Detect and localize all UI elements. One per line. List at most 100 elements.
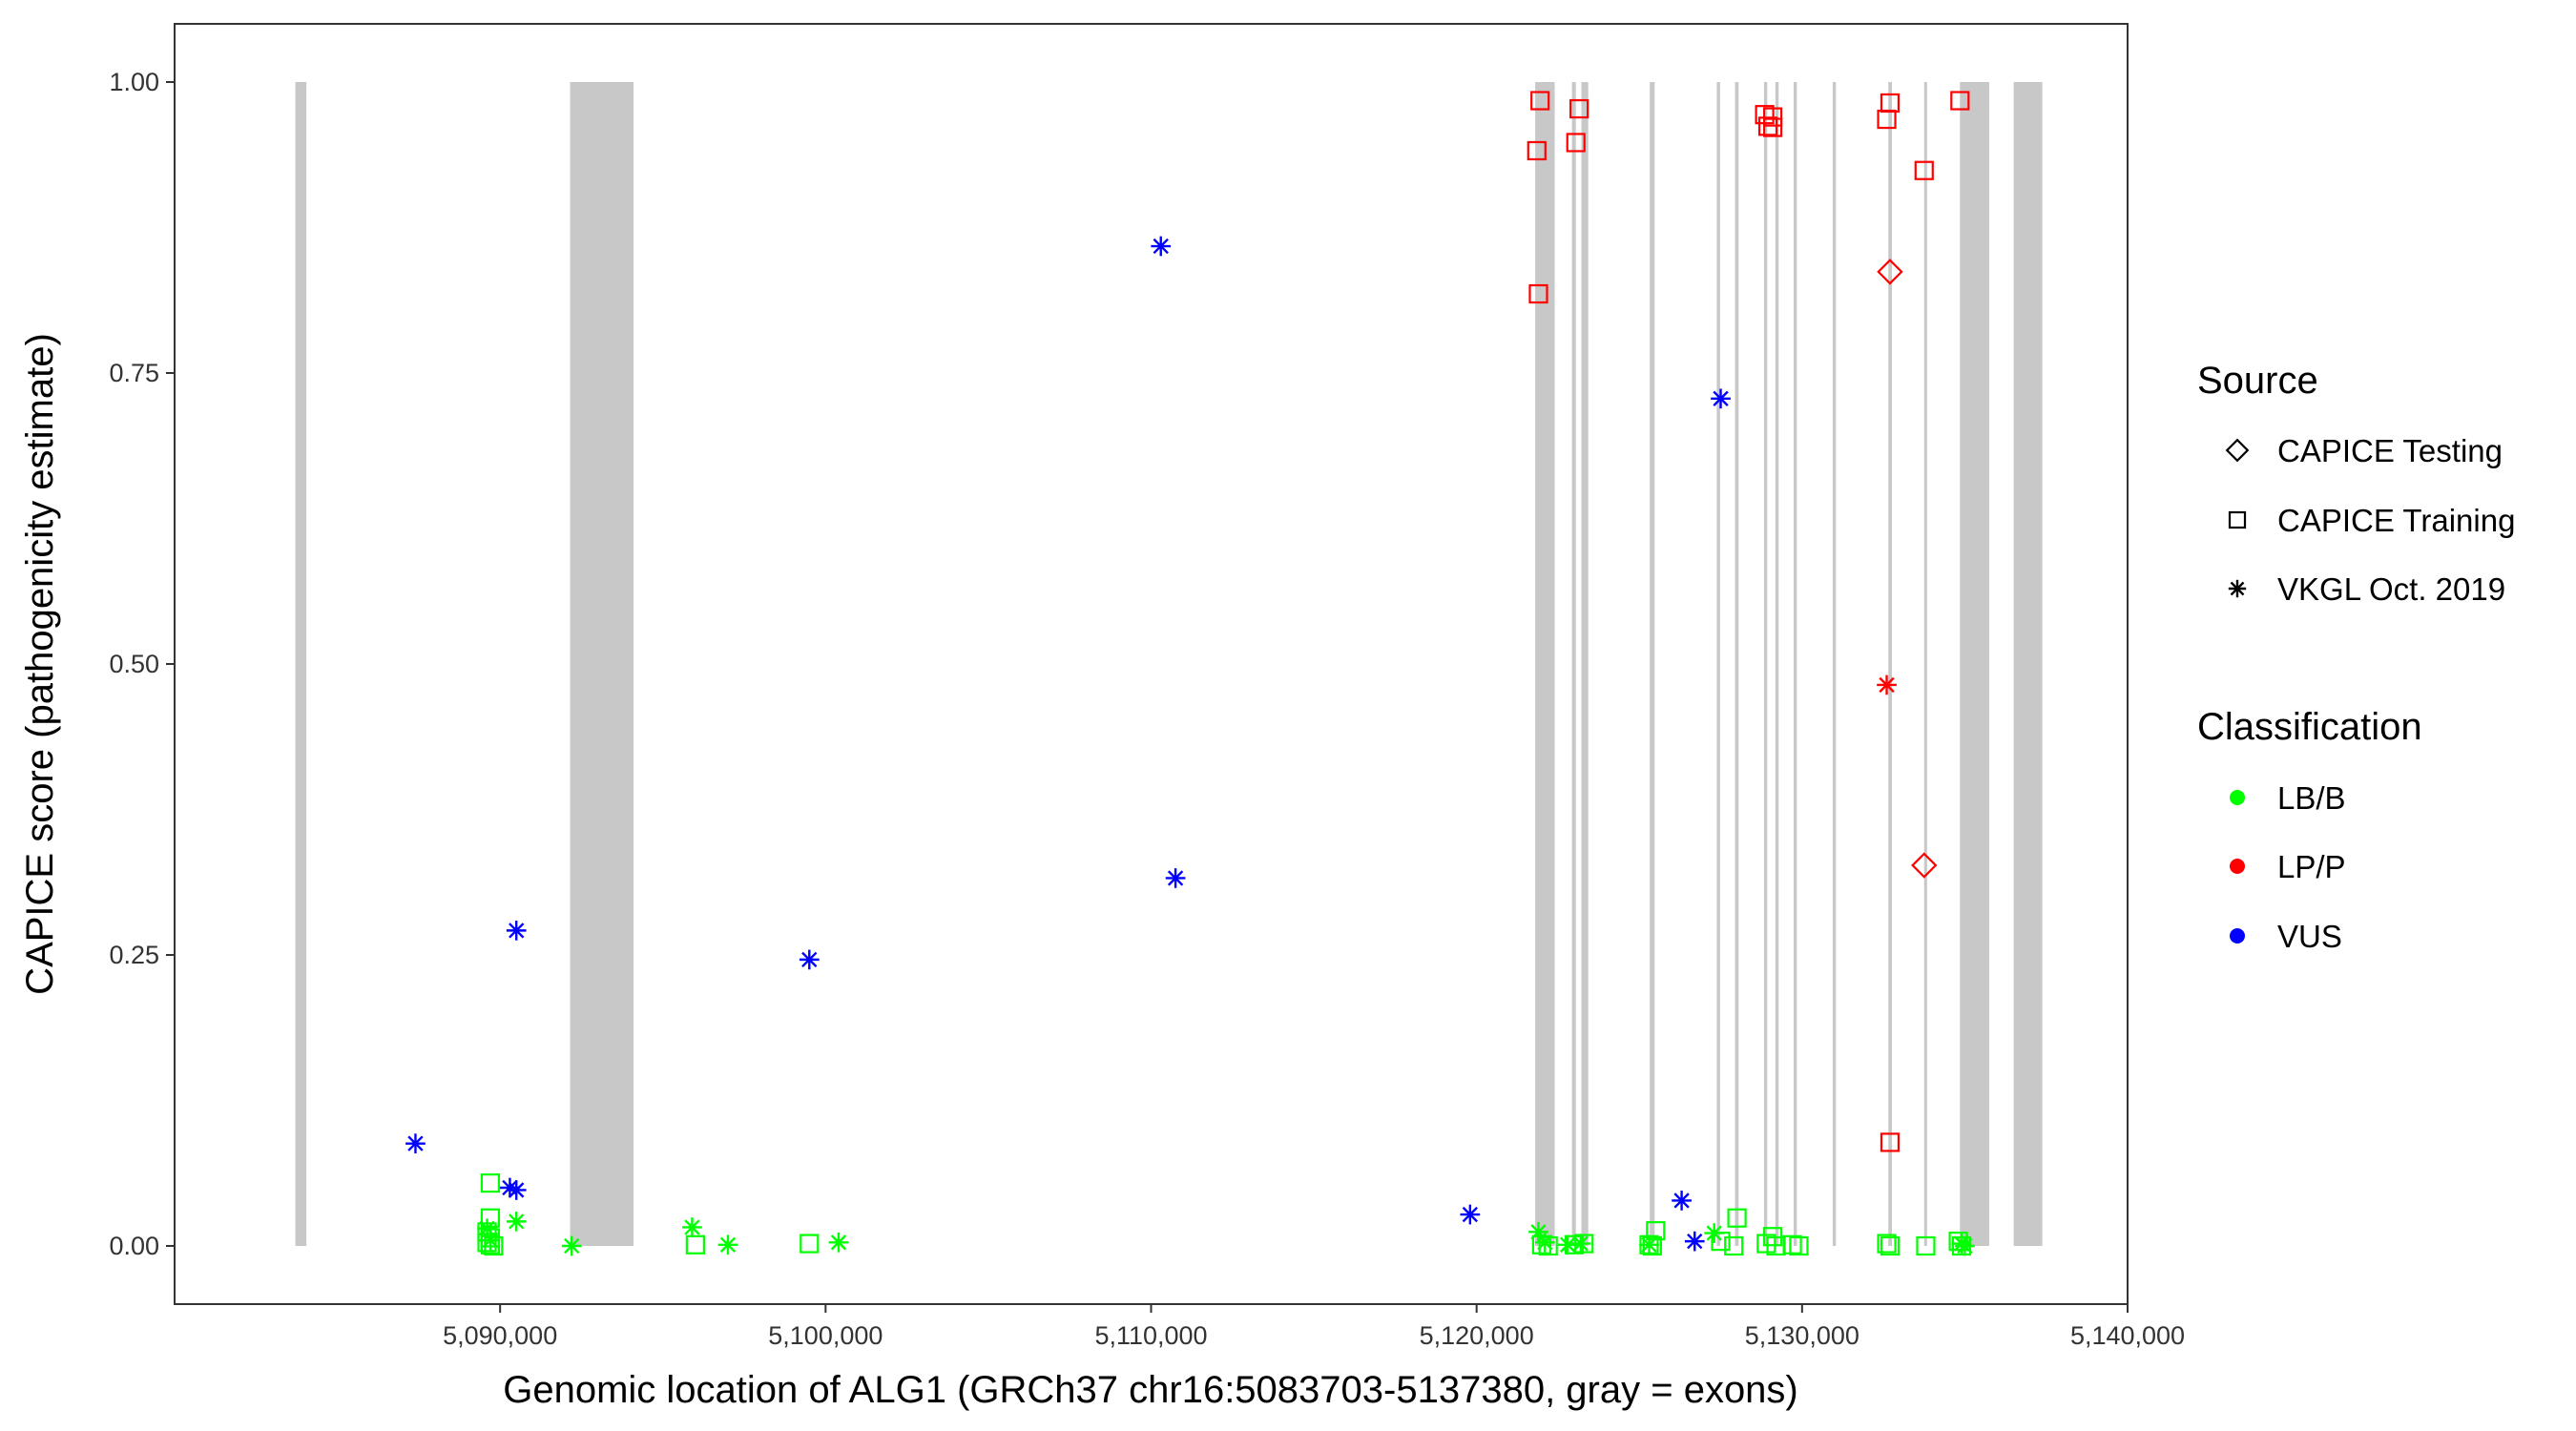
asterisk-marker-stroke xyxy=(479,1220,495,1236)
asterisk-marker-stroke xyxy=(1153,238,1169,255)
asterisk-marker-stroke xyxy=(801,951,818,968)
exon-band xyxy=(1716,82,1720,1246)
exon-band xyxy=(570,82,634,1246)
square-marker-shape xyxy=(1538,1235,1558,1256)
legend-key-dot xyxy=(2230,790,2245,805)
exon-band xyxy=(1763,82,1768,1246)
square-marker-shape xyxy=(1950,91,1970,111)
data-point xyxy=(1711,388,1731,409)
exon-band xyxy=(1923,82,1927,1246)
exon-band xyxy=(295,82,307,1246)
data-point xyxy=(1527,140,1547,161)
square-marker-shape xyxy=(1527,140,1547,161)
dot-marker-shape xyxy=(2230,790,2245,805)
y-axis: 0.00 0.25 0.50 0.75 1.00 xyxy=(109,68,175,1260)
exon-band xyxy=(1775,82,1779,1246)
data-point xyxy=(1639,1234,1659,1255)
data-point xyxy=(1538,1235,1558,1256)
square-marker-shape xyxy=(1782,1234,1802,1255)
dot-marker-shape xyxy=(2230,928,2245,944)
diamond-marker-shape xyxy=(1877,259,1903,285)
diamond-marker-shape xyxy=(1911,852,1938,879)
exon-bands xyxy=(295,82,2043,1246)
square-marker-shape xyxy=(2228,510,2247,529)
data-point xyxy=(1916,1235,1936,1256)
data-point xyxy=(1672,1191,1692,1211)
legend-classification-label: LB/B xyxy=(2277,780,2346,816)
data-point xyxy=(1756,1234,1776,1254)
legend-classification-label: VUS xyxy=(2277,919,2342,954)
data-point xyxy=(1642,1235,1662,1256)
exon-band xyxy=(1581,82,1589,1246)
data-point xyxy=(1530,91,1550,111)
diamond-marker-shape xyxy=(2225,438,2250,463)
square-marker-shape xyxy=(800,1234,820,1254)
legend-key-dot xyxy=(2230,928,2245,944)
dot-marker-shape xyxy=(2230,859,2245,874)
data-point xyxy=(1727,1208,1747,1228)
legend-key-square xyxy=(2228,510,2247,529)
data-point xyxy=(1911,852,1938,879)
data-point xyxy=(1528,283,1548,304)
data-point xyxy=(1950,91,1970,111)
x-tick-label: 5,100,000 xyxy=(768,1321,883,1350)
legend-source-title: Source xyxy=(2197,360,2318,402)
legend-source-item: VKGL Oct. 2019 xyxy=(2228,571,2505,607)
data-point xyxy=(480,1230,501,1251)
asterisk-marker-stroke xyxy=(1713,390,1729,407)
asterisk-marker-stroke xyxy=(1462,1206,1479,1223)
legend-key-asterisk xyxy=(2228,579,2247,598)
data-point xyxy=(1724,1235,1744,1256)
legend-classification-item: LB/B xyxy=(2230,780,2346,816)
asterisk-marker-stroke xyxy=(1641,1236,1657,1253)
legend-classification-label: LP/P xyxy=(2277,849,2346,884)
legend-source-label: CAPICE Testing xyxy=(2277,433,2503,468)
data-point xyxy=(1914,160,1934,180)
square-marker-shape xyxy=(685,1234,705,1255)
asterisk-marker-stroke xyxy=(564,1237,580,1255)
square-marker-shape xyxy=(1566,133,1586,153)
data-point xyxy=(1165,868,1186,888)
x-axis-title: Genomic location of ALG1 (GRCh37 chr16:5… xyxy=(503,1369,1798,1411)
square-marker-shape xyxy=(1724,1235,1744,1256)
legend-classification-title: Classification xyxy=(2197,706,2422,748)
data-point xyxy=(1460,1204,1481,1225)
data-point xyxy=(405,1133,426,1153)
exon-band xyxy=(1735,82,1739,1246)
square-marker-shape xyxy=(1914,160,1934,180)
data-point xyxy=(1789,1235,1809,1256)
square-marker-shape xyxy=(1763,117,1783,137)
legend-source-label: CAPICE Training xyxy=(2277,503,2515,538)
data-point xyxy=(1528,1222,1548,1242)
asterisk-marker-stroke xyxy=(509,1182,525,1198)
data-point xyxy=(1704,1223,1725,1243)
data-point xyxy=(1877,109,1897,130)
data-point xyxy=(506,1212,527,1232)
exon-band xyxy=(1888,82,1892,1246)
data-point xyxy=(1955,1235,1975,1256)
y-tick-label: 0.75 xyxy=(109,359,159,387)
square-marker-shape xyxy=(1916,1235,1936,1256)
data-points xyxy=(405,91,1975,1256)
asterisk-marker-stroke xyxy=(1560,1236,1576,1253)
asterisk-marker-stroke xyxy=(719,1236,737,1253)
square-marker-shape xyxy=(1877,1234,1897,1254)
data-point xyxy=(1757,116,1778,136)
square-marker-shape xyxy=(1948,1232,1968,1252)
data-point xyxy=(1151,236,1172,257)
exon-band xyxy=(1960,82,1990,1246)
asterisk-marker-stroke xyxy=(482,1232,499,1249)
asterisk-marker-stroke xyxy=(1673,1192,1690,1209)
legend-source-item: CAPICE Training xyxy=(2228,503,2515,538)
data-point xyxy=(799,949,820,970)
exon-band xyxy=(1650,82,1655,1246)
asterisk-marker-stroke xyxy=(509,923,525,939)
square-marker-shape xyxy=(1727,1208,1747,1228)
x-tick-label: 5,090,000 xyxy=(443,1321,557,1350)
asterisk-marker-stroke xyxy=(1687,1233,1703,1250)
data-point xyxy=(1763,117,1783,137)
asterisk-marker-stroke xyxy=(1167,870,1184,886)
x-tick-label: 5,120,000 xyxy=(1420,1321,1534,1350)
data-point xyxy=(1877,259,1903,285)
